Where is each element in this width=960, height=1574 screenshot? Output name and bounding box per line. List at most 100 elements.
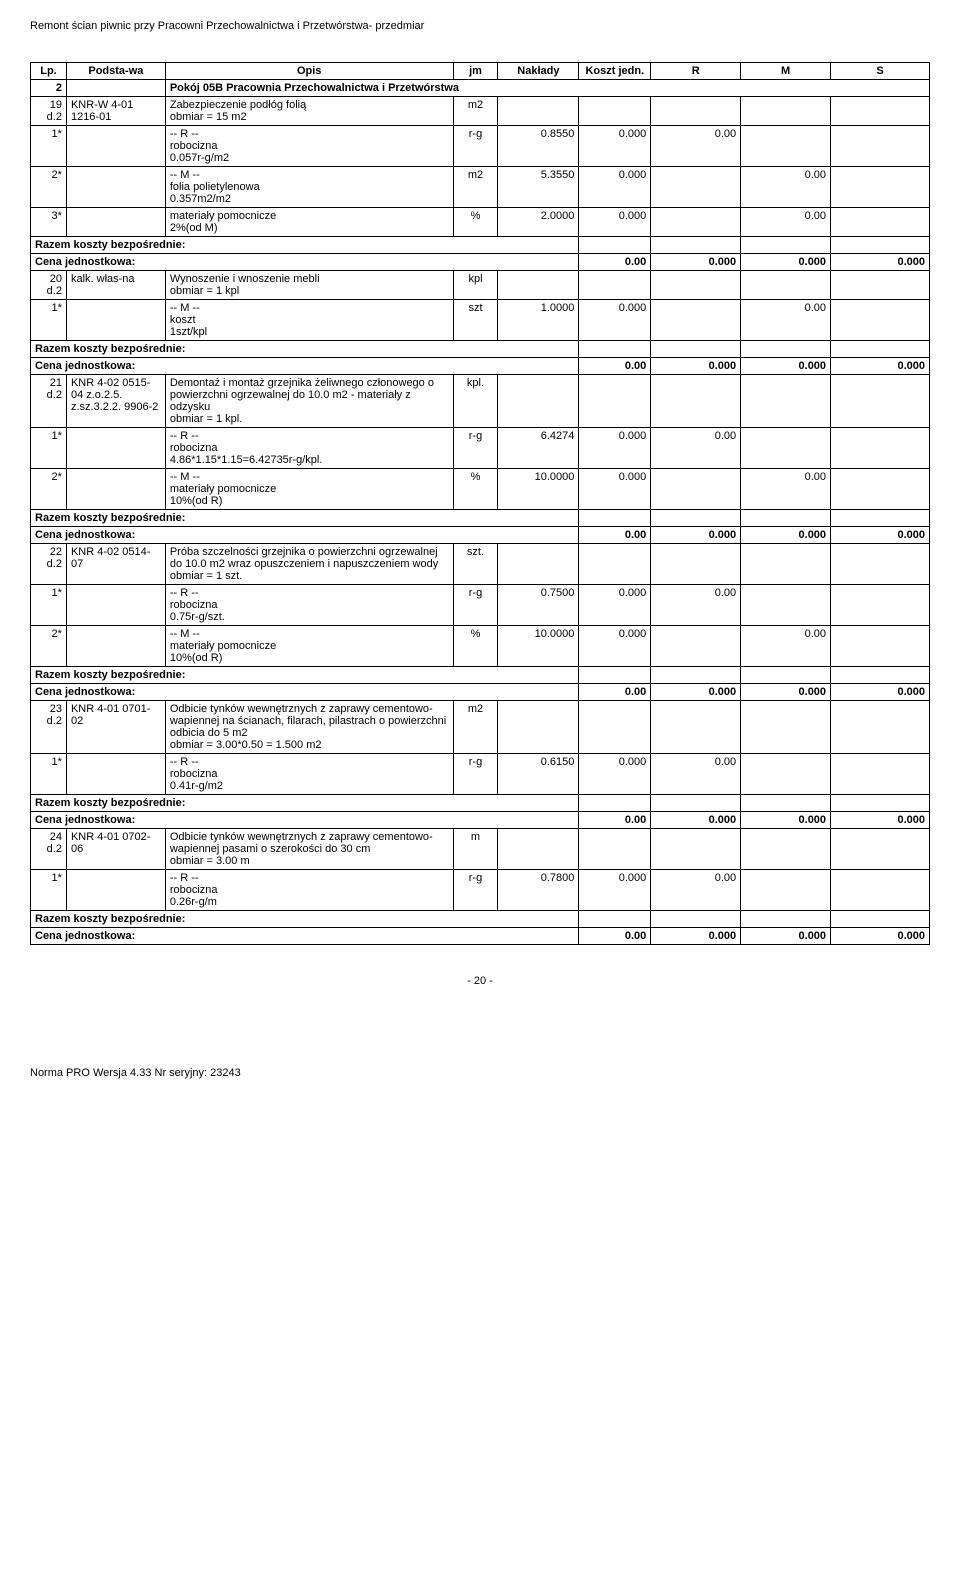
razem-row: Razem koszty bezpośrednie: xyxy=(31,237,930,254)
cell: kpl. xyxy=(453,375,498,428)
cell xyxy=(741,701,831,754)
cell: 0.000 xyxy=(579,626,651,667)
cell xyxy=(651,208,741,237)
cell: 0.00 xyxy=(741,626,831,667)
cell xyxy=(831,428,930,469)
cell xyxy=(741,870,831,911)
cell xyxy=(831,701,930,754)
cell: KNR 4-01 0701-02 xyxy=(66,701,165,754)
cell: m2 xyxy=(453,701,498,754)
cell: 0.000 xyxy=(831,527,930,544)
cena-row: Cena jednostkowa:0.000.0000.0000.000 xyxy=(31,358,930,375)
col-jm: jm xyxy=(453,63,498,80)
cell: 1.0000 xyxy=(498,300,579,341)
table-row: 1*-- R --robocizna0.41r-g/m2r-g0.61500.0… xyxy=(31,754,930,795)
cell xyxy=(831,300,930,341)
cell xyxy=(741,585,831,626)
cell: 2* xyxy=(31,626,67,667)
cena-row: Cena jednostkowa:0.000.0000.0000.000 xyxy=(31,684,930,701)
cell: -- R --robocizna0.41r-g/m2 xyxy=(165,754,453,795)
table-row: 22 d.2KNR 4-02 0514-07Próba szczelności … xyxy=(31,544,930,585)
cell: r-g xyxy=(453,585,498,626)
cell xyxy=(579,341,651,358)
cell xyxy=(741,911,831,928)
cell: 2 xyxy=(31,80,67,97)
cell: 0.000 xyxy=(741,928,831,945)
cell xyxy=(66,870,165,911)
cell: 1* xyxy=(31,585,67,626)
cell xyxy=(66,585,165,626)
cell xyxy=(741,375,831,428)
cena-label: Cena jednostkowa: xyxy=(31,358,579,375)
table-row: 2*-- M --materiały pomocnicze10%(od R)%1… xyxy=(31,469,930,510)
cell xyxy=(498,544,579,585)
cell xyxy=(66,626,165,667)
cell xyxy=(579,271,651,300)
cell xyxy=(831,510,930,527)
cell xyxy=(741,271,831,300)
razem-row: Razem koszty bezpośrednie: xyxy=(31,795,930,812)
col-podstawa: Podsta-wa xyxy=(66,63,165,80)
cell: 0.000 xyxy=(741,684,831,701)
cell: -- R --robocizna0.057r-g/m2 xyxy=(165,126,453,167)
cell: 0.6150 xyxy=(498,754,579,795)
cell: 0.000 xyxy=(741,358,831,375)
cell: szt xyxy=(453,300,498,341)
cell: 1* xyxy=(31,428,67,469)
razem-label: Razem koszty bezpośrednie: xyxy=(31,667,579,684)
cell xyxy=(651,341,741,358)
cena-label: Cena jednostkowa: xyxy=(31,812,579,829)
cell xyxy=(651,271,741,300)
cena-label: Cena jednostkowa: xyxy=(31,684,579,701)
table-header-row: Lp. Podsta-wa Opis jm Nakłady Koszt jedn… xyxy=(31,63,930,80)
cell: 0.000 xyxy=(579,300,651,341)
cell: 0.000 xyxy=(831,254,930,271)
cell: 0.00 xyxy=(579,812,651,829)
footer: Norma PRO Wersja 4.33 Nr seryjny: 23243 xyxy=(30,1067,930,1079)
cell: 0.000 xyxy=(651,254,741,271)
table-row: 24 d.2KNR 4-01 0702-06Odbicie tynków wew… xyxy=(31,829,930,870)
table-row: 1*-- R --robocizna0.057r-g/m2r-g0.85500.… xyxy=(31,126,930,167)
cell: -- R --robocizna0.26r-g/m xyxy=(165,870,453,911)
cell: 0.000 xyxy=(651,527,741,544)
cell: 0.00 xyxy=(579,254,651,271)
table-row: 3*materiały pomocnicze2%(od M)%2.00000.0… xyxy=(31,208,930,237)
cell: Próba szczelności grzejnika o powierzchn… xyxy=(165,544,453,585)
cell xyxy=(66,469,165,510)
cell: % xyxy=(453,208,498,237)
cell xyxy=(651,167,741,208)
cell: 0.00 xyxy=(741,167,831,208)
cell: 1* xyxy=(31,870,67,911)
razem-label: Razem koszty bezpośrednie: xyxy=(31,237,579,254)
cell xyxy=(579,237,651,254)
cell: 0.00 xyxy=(651,428,741,469)
cell: 21 d.2 xyxy=(31,375,67,428)
cell: Odbicie tynków wewnętrznych z zaprawy ce… xyxy=(165,829,453,870)
col-naklady: Nakłady xyxy=(498,63,579,80)
cell xyxy=(579,829,651,870)
cell: KNR 4-02 0514-07 xyxy=(66,544,165,585)
cell xyxy=(831,271,930,300)
cell: -- R --robocizna0.75r-g/szt. xyxy=(165,585,453,626)
cell xyxy=(831,667,930,684)
cell: 2* xyxy=(31,469,67,510)
cell: r-g xyxy=(453,870,498,911)
table-row: 1*-- R --robocizna0.75r-g/szt.r-g0.75000… xyxy=(31,585,930,626)
cell xyxy=(741,126,831,167)
cell: Zabezpieczenie podłóg foliąobmiar = 15 m… xyxy=(165,97,453,126)
cell xyxy=(831,469,930,510)
cell: % xyxy=(453,626,498,667)
cell: 0.000 xyxy=(579,167,651,208)
cell: Wynoszenie i wnoszenie mebliobmiar = 1 k… xyxy=(165,271,453,300)
table-row: 2*-- M --folia polietylenowa0.357m2/m2m2… xyxy=(31,167,930,208)
cell: 1* xyxy=(31,126,67,167)
section-row: 2 Pokój 05B Pracownia Przechowalnictwa i … xyxy=(31,80,930,97)
section-title: Pokój 05B Pracownia Przechowalnictwa i P… xyxy=(165,80,929,97)
cell: 1* xyxy=(31,754,67,795)
cell: 0.000 xyxy=(831,358,930,375)
cell: 22 d.2 xyxy=(31,544,67,585)
cell: KNR 4-01 0702-06 xyxy=(66,829,165,870)
cell xyxy=(831,167,930,208)
cell xyxy=(831,754,930,795)
table-row: 2*-- M --materiały pomocnicze10%(od R)%1… xyxy=(31,626,930,667)
